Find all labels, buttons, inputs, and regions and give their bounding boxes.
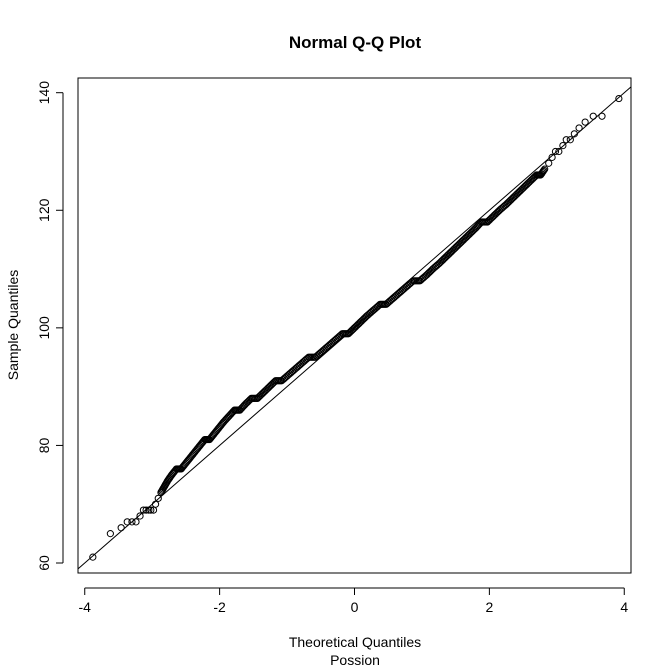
reference-line-group <box>77 86 632 570</box>
x-axis: -4 -2 0 2 4 <box>79 587 628 615</box>
x-tick-label: -2 <box>213 599 226 615</box>
data-point <box>89 553 97 561</box>
y-tick-label: 140 <box>36 81 52 105</box>
data-point <box>147 506 155 514</box>
x-tick-label: -4 <box>79 599 92 615</box>
data-point <box>154 494 162 502</box>
reference-line <box>77 86 632 570</box>
x-axis-label: Theoretical Quantiles <box>289 634 421 650</box>
points <box>89 94 623 561</box>
data-point <box>551 147 560 156</box>
y-tick-label: 60 <box>36 555 52 571</box>
y-tick-label: 120 <box>36 198 52 222</box>
y-axis: 60 80 100 120 140 <box>36 81 64 571</box>
y-axis-label: Sample Quantiles <box>5 270 21 381</box>
data-point <box>139 506 148 514</box>
data-point <box>575 124 583 132</box>
data-point <box>541 165 549 173</box>
data-point <box>566 136 574 144</box>
data-point <box>615 94 623 103</box>
data-point <box>128 518 136 526</box>
data-point <box>123 518 131 526</box>
x-tick-label: 4 <box>620 599 628 615</box>
data-point <box>142 506 150 514</box>
data-point <box>555 147 563 156</box>
data-point <box>545 159 553 167</box>
data-point <box>540 166 548 174</box>
x-axis-sublabel: Possion <box>330 652 380 668</box>
x-tick-label: 2 <box>485 599 493 615</box>
data-point <box>548 153 556 161</box>
y-tick-label: 100 <box>36 316 52 340</box>
data-point <box>559 142 567 150</box>
data-point <box>106 530 114 538</box>
data-point <box>136 512 144 520</box>
chart-title: Normal Q-Q Plot <box>289 33 422 52</box>
data-point <box>598 112 606 120</box>
plot-frame <box>77 77 632 574</box>
y-tick-label: 80 <box>36 437 52 453</box>
x-tick-label: 0 <box>351 599 359 615</box>
data-point <box>581 118 589 126</box>
